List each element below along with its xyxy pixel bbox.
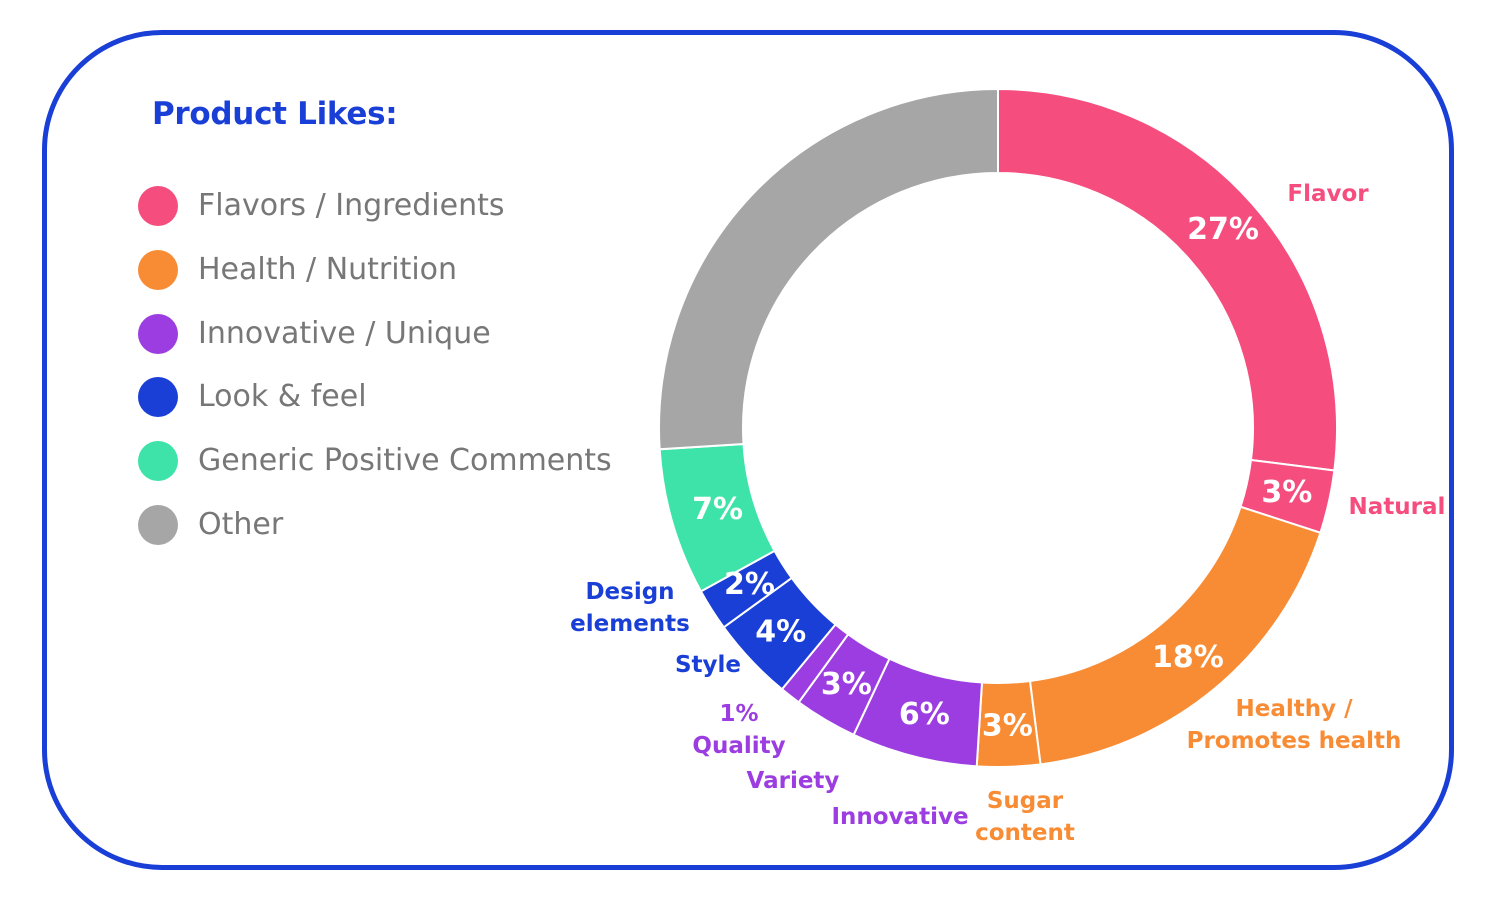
legend-item-generic: Generic Positive Comments (138, 441, 612, 505)
slice-value-label: 7% (692, 492, 743, 527)
slice-value-label: 3% (1261, 475, 1312, 510)
slice-value-label: 27% (1187, 212, 1259, 247)
slice-value-label: 2% (724, 567, 775, 602)
legend-item-flavors: Flavors / Ingredients (138, 186, 612, 250)
slice-value-label: 6% (899, 697, 950, 732)
legend-label: Flavors / Ingredients (198, 188, 505, 223)
slice-value-label: 3% (821, 667, 872, 702)
category-label-healthy-promotes-health: Healthy / Promotes health (1187, 696, 1402, 754)
legend-label: Innovative / Unique (198, 315, 491, 351)
legend-swatch (138, 313, 178, 354)
category-label-style: Style (675, 652, 741, 678)
category-labels: Flavor Natural Healthy / Promotes health Sug… (570, 181, 1445, 846)
donut-slice-flavor (997, 87, 1338, 472)
legend-swatch (138, 186, 178, 226)
category-label-design-elements: Design elements (570, 579, 690, 637)
donut-slice-healthy-promotes-health (1028, 505, 1322, 766)
legend-swatch (138, 504, 178, 545)
legend-label: Other (198, 506, 284, 542)
category-label-1-quality: 1% Quality (692, 701, 785, 759)
legend: Flavors / Ingredients Health / Nutrition… (138, 186, 612, 569)
legend-swatch (138, 377, 178, 418)
category-label-innovative: Innovative (831, 804, 968, 830)
donut-slice-other (658, 87, 999, 451)
donut-segments (658, 87, 1338, 768)
slice-value-label: 18% (1152, 640, 1224, 675)
legend-swatch (138, 249, 178, 290)
category-label-sugar-content: Sugar content (975, 788, 1075, 846)
legend-label: Look & feel (198, 379, 367, 415)
legend-item-look-feel: Look & feel (138, 377, 612, 441)
category-label-natural: Natural (1349, 494, 1446, 520)
legend-label: Generic Positive Comments (198, 443, 612, 479)
legend-label: Health / Nutrition (198, 251, 458, 287)
category-label-flavor: Flavor (1287, 181, 1369, 207)
legend-title: Product Likes: (152, 96, 398, 132)
legend-item-health: Health / Nutrition (138, 249, 612, 314)
slice-value-label: 4% (755, 614, 806, 649)
card-frame (42, 30, 1454, 870)
legend-swatch (138, 441, 178, 482)
category-label-variety: Variety (747, 768, 840, 794)
legend-item-innovative: Innovative / Unique (138, 313, 612, 378)
donut-value-labels: 27% 3% 18% 3% 6% 3% 4% 2% 7% (692, 212, 1312, 743)
legend-item-other: Other (138, 504, 612, 569)
slice-value-label: 3% (982, 708, 1033, 743)
